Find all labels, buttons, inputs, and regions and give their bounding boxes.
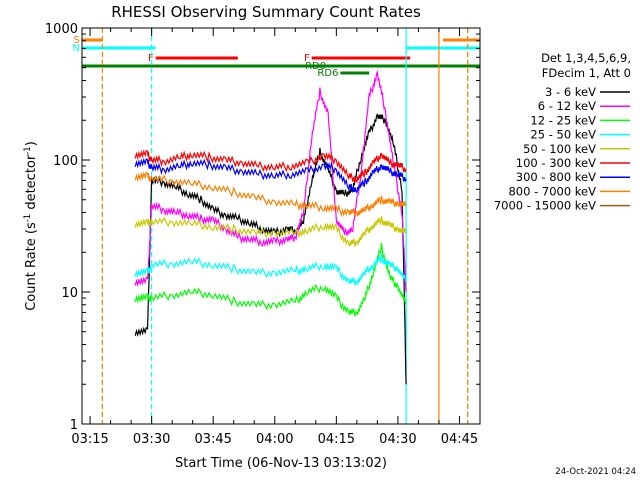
timestamp: 24-Oct-2021 04:24: [555, 467, 636, 477]
legend-entry-label: 7000 - 15000 keV: [494, 199, 596, 213]
series-line: [134, 157, 407, 194]
series-line: [134, 254, 407, 286]
chart-title: RHESSI Observing Summary Count Rates: [111, 3, 421, 21]
y-tick-label: 10: [61, 286, 78, 301]
y-tick-label: 1000: [45, 22, 78, 37]
plot-frame: [81, 27, 481, 425]
y-tick-label: 1: [70, 418, 78, 433]
y-axis-ticks: 1 10 100 1000: [45, 22, 480, 433]
legend-entry-label: 50 - 100 keV: [523, 142, 596, 156]
x-axis-ticks: 03:15 03:30 03:45 04:00 04:15 04:30 04:45: [71, 28, 481, 447]
x-tick-label: 03:15: [71, 432, 108, 447]
series-line: [134, 149, 407, 184]
flag-label: S: [74, 35, 80, 46]
legend-entry-label: 12 - 25 keV: [530, 113, 596, 127]
flag-label: RD6: [317, 68, 338, 79]
legend-entry-label: 300 - 800 keV: [516, 170, 596, 184]
series-line: [134, 242, 407, 317]
legend-header-line-2: FDecim 1, Att 0: [542, 66, 631, 80]
series-line: [134, 171, 407, 217]
x-tick-label: 04:15: [318, 432, 355, 447]
legend-header-line-1: Det 1,3,4,5,6,9,: [541, 51, 631, 65]
legend-entry-label: 25 - 50 keV: [530, 128, 596, 142]
data-series: [134, 70, 407, 385]
series-line: [134, 70, 407, 293]
series-line: [134, 216, 407, 247]
series-line: [134, 113, 407, 385]
x-tick-label: 04:00: [256, 432, 293, 447]
y-axis-label: Count Rate (s-1 detector-1): [23, 141, 39, 311]
y-tick-label: 100: [53, 154, 78, 169]
flag-label: N: [72, 43, 79, 54]
legend-entry-label: 100 - 300 keV: [516, 156, 596, 170]
legend-entry-label: 3 - 6 keV: [545, 85, 596, 99]
flag-label: F: [148, 53, 154, 64]
x-tick-label: 03:30: [133, 432, 170, 447]
legend-entry-label: 800 - 7000 keV: [508, 184, 596, 198]
x-axis-label: Start Time (06-Nov-13 03:13:02): [175, 456, 387, 471]
mode-lines: [101, 28, 469, 424]
x-tick-label: 03:45: [194, 432, 231, 447]
legend-entry-label: 6 - 12 keV: [538, 99, 596, 113]
x-tick-label: 04:45: [441, 432, 478, 447]
x-tick-label: 04:30: [379, 432, 416, 447]
flag-label: F: [304, 53, 310, 64]
